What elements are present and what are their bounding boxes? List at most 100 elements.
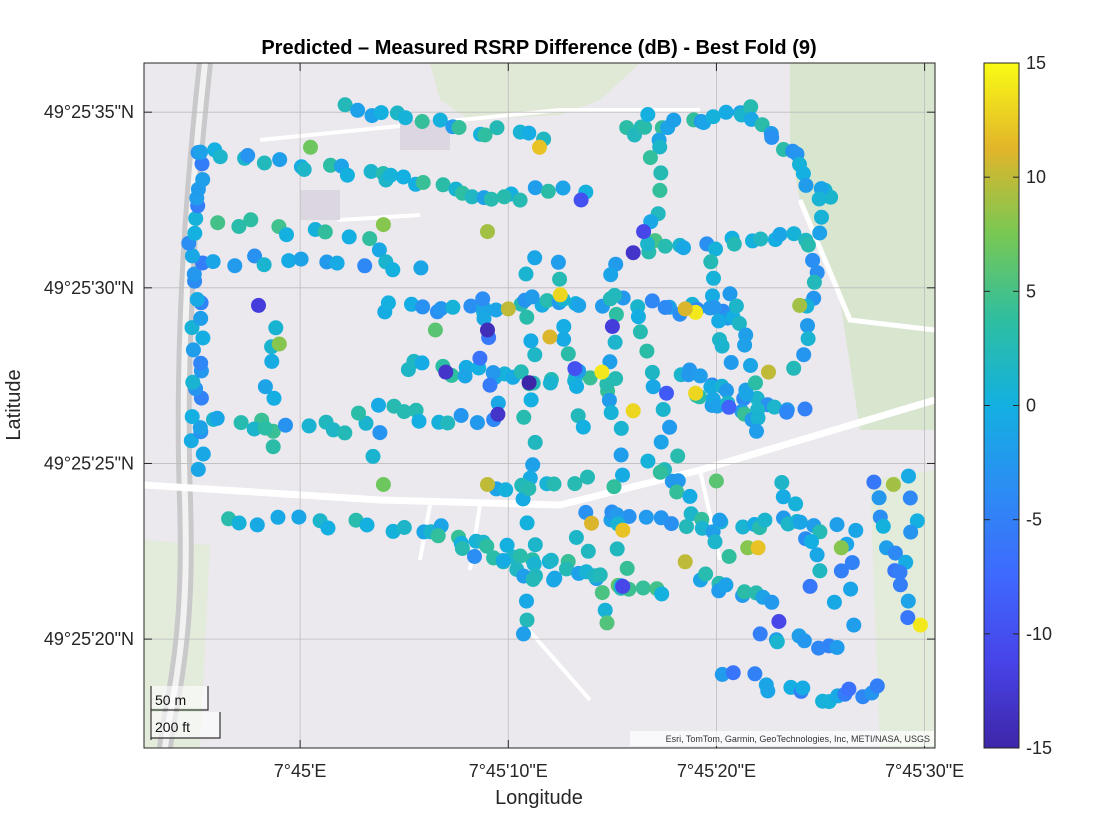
data-point <box>337 97 353 113</box>
data-point <box>210 215 226 231</box>
data-point <box>601 392 617 408</box>
data-point <box>663 516 679 532</box>
data-point <box>607 334 623 350</box>
data-point <box>512 192 528 208</box>
data-point <box>532 139 547 155</box>
data-point <box>677 554 693 570</box>
data-point <box>195 446 211 462</box>
data-point <box>833 540 849 556</box>
data-point <box>829 517 845 533</box>
data-point <box>653 434 669 450</box>
colorbar-tick-label: -15 <box>1026 738 1052 758</box>
data-point <box>640 236 656 252</box>
data-point <box>806 274 822 290</box>
road-inner-4 <box>518 618 592 702</box>
data-point <box>653 165 669 181</box>
data-point <box>885 477 901 492</box>
data-point <box>547 570 563 586</box>
scalebar-metric: 50 m <box>155 692 186 708</box>
data-point <box>414 355 430 371</box>
data-point <box>711 313 727 329</box>
data-point <box>496 189 512 205</box>
data-point <box>194 156 210 172</box>
data-point <box>375 217 391 233</box>
data-point <box>414 114 430 129</box>
data-point <box>440 415 456 431</box>
data-point <box>800 318 815 334</box>
x-tick-label: 7°45'30"E <box>885 761 964 781</box>
data-point <box>320 520 336 536</box>
data-point <box>788 496 804 512</box>
data-point <box>568 530 584 545</box>
data-point <box>281 253 297 269</box>
data-point <box>265 439 281 455</box>
data-point <box>472 350 488 366</box>
data-point <box>193 144 208 160</box>
data-point <box>301 418 317 434</box>
data-point <box>380 295 396 311</box>
data-point <box>736 584 752 600</box>
data-point <box>679 519 694 535</box>
data-point <box>184 409 200 425</box>
data-point <box>415 299 431 315</box>
data-point <box>192 420 208 436</box>
data-point <box>640 107 656 122</box>
building-2 <box>300 190 340 220</box>
road-right <box>797 199 935 333</box>
data-point <box>475 291 491 307</box>
data-point <box>703 379 719 395</box>
data-point <box>613 420 629 436</box>
data-point <box>193 355 209 371</box>
data-point <box>615 522 631 538</box>
data-point <box>718 104 734 120</box>
data-point <box>247 248 263 264</box>
data-point <box>291 509 307 525</box>
data-point <box>594 364 610 380</box>
data-point <box>796 633 812 649</box>
data-point <box>516 409 532 425</box>
data-point <box>708 473 724 489</box>
y-tick-label: 49°25'20"N <box>44 629 134 649</box>
data-point <box>552 271 568 287</box>
data-point <box>256 257 272 273</box>
y-tick-label: 49°25'30"N <box>44 278 134 298</box>
data-point <box>580 543 596 559</box>
data-point <box>706 299 722 315</box>
data-point <box>524 289 540 305</box>
data-point <box>195 172 211 188</box>
data-point <box>427 322 443 338</box>
data-point <box>457 368 473 384</box>
data-point <box>485 365 501 381</box>
x-axis-label: Longitude <box>495 787 583 809</box>
data-point <box>227 258 243 274</box>
data-point <box>669 484 685 500</box>
data-point <box>721 549 737 564</box>
data-point <box>231 219 247 234</box>
data-point <box>698 566 714 582</box>
data-point <box>569 379 585 394</box>
data-point <box>764 594 780 610</box>
data-point <box>676 240 691 256</box>
data-point <box>363 164 379 179</box>
data-point <box>209 410 225 426</box>
data-point <box>498 482 514 498</box>
data-point <box>293 251 309 267</box>
data-point <box>887 545 903 561</box>
data-point <box>625 245 641 261</box>
data-point <box>329 255 345 271</box>
data-point <box>575 419 591 435</box>
data-point <box>552 287 568 303</box>
data-point <box>833 563 849 579</box>
data-point <box>513 364 529 380</box>
data-point <box>636 224 652 240</box>
data-point <box>800 237 816 253</box>
data-point <box>712 512 728 528</box>
data-point <box>539 293 555 309</box>
data-point <box>608 306 624 322</box>
data-point <box>752 626 768 642</box>
data-point <box>843 581 859 597</box>
road-lower <box>144 396 935 509</box>
scale-bar: 50 m 200 ft <box>150 686 221 740</box>
data-point <box>718 577 734 593</box>
x-tick-label: 7°45'E <box>274 761 327 781</box>
